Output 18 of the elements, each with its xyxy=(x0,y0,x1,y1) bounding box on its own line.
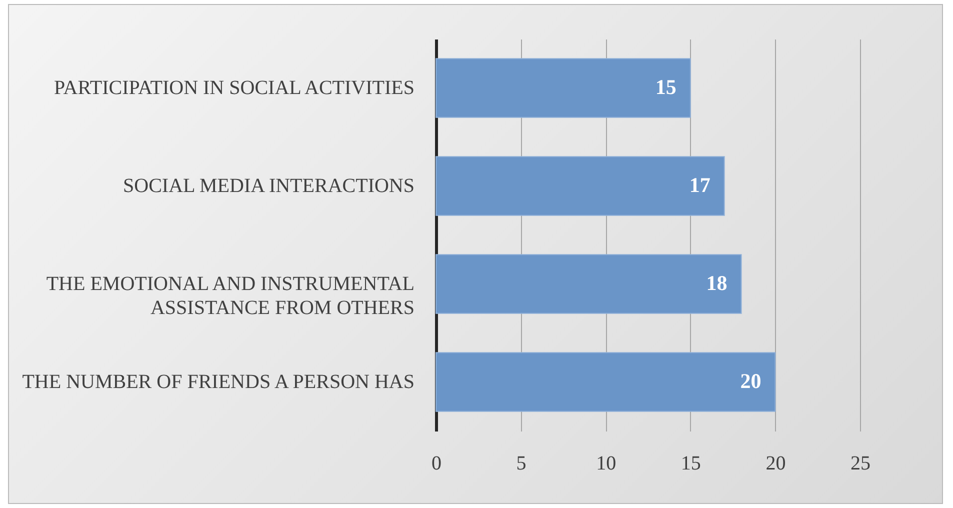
y-tick-label: SOCIAL MEDIA INTERACTIONS xyxy=(123,175,414,197)
x-tick-label: 10 xyxy=(596,452,616,474)
x-tick-label: 20 xyxy=(766,452,786,474)
x-tick-label: 5 xyxy=(516,452,526,474)
y-tick-label: THE EMOTIONAL AND INSTRUMENTAL ASSISTANCE FROM OTHERS xyxy=(46,273,414,319)
x-tick-label: 25 xyxy=(850,452,870,474)
data-label: 18 xyxy=(706,271,728,295)
bar xyxy=(436,58,691,118)
data-label: 20 xyxy=(740,369,762,393)
bar xyxy=(436,254,742,314)
y-tick-label: THE NUMBER OF FRIENDS A PERSON HAS xyxy=(22,371,414,393)
data-label: 17 xyxy=(689,173,710,197)
x-tick-label: 15 xyxy=(680,452,701,474)
y-tick-label: PARTICIPATION IN SOCIAL ACTIVITIES xyxy=(54,77,414,99)
x-tick-label: 0 xyxy=(432,452,442,474)
data-label: 15 xyxy=(655,75,676,99)
bar xyxy=(436,352,776,412)
bar xyxy=(436,156,725,216)
